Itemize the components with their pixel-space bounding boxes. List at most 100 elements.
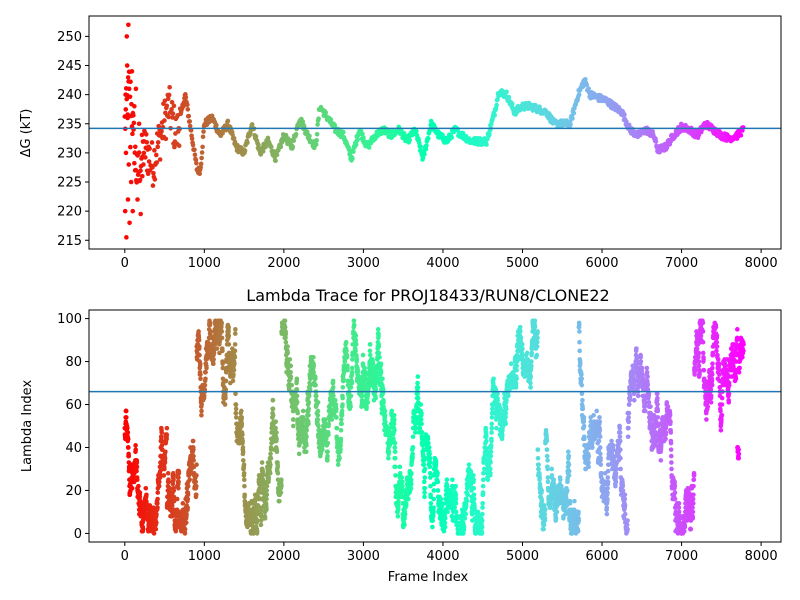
lambda-point [491, 376, 496, 382]
lambda-point [564, 503, 570, 508]
lambda-point [513, 385, 519, 390]
lambda-point [362, 374, 368, 379]
lambda-point [294, 387, 300, 392]
lambda-point [534, 344, 540, 349]
lambda-point [219, 320, 224, 326]
lambda-point [473, 531, 479, 536]
lambda-point [464, 498, 470, 504]
lambda-point [294, 393, 300, 399]
lambda-point [220, 365, 226, 371]
lambda-point [191, 453, 196, 459]
lambda-point [348, 404, 353, 409]
lambda-point [196, 337, 202, 343]
lambda-point [428, 483, 433, 489]
lambda-point [364, 404, 369, 409]
lambda-point [514, 363, 520, 369]
lambda-point [518, 335, 524, 341]
delta-g-point [157, 157, 163, 162]
delta-g-point [200, 134, 206, 140]
lambda-point [176, 485, 181, 491]
lambda-point [126, 445, 131, 450]
lambda-point [301, 419, 306, 425]
lambda-point [413, 421, 419, 427]
lambda-point [208, 329, 213, 334]
lambda-point [453, 492, 459, 498]
lambda-point [548, 503, 553, 508]
lambda-point [264, 483, 270, 489]
lambda-point [566, 453, 572, 459]
delta-g-point [124, 235, 129, 240]
lambda-point [402, 516, 407, 521]
lambda-point [400, 483, 405, 489]
delta-g-point [144, 139, 150, 145]
lambda-point [156, 479, 162, 485]
lambda-point [439, 501, 445, 506]
delta-g-point [341, 129, 346, 135]
lambda-point [190, 438, 196, 444]
lambda-point [223, 395, 228, 401]
lambda-axes: Lambda Trace for PROJ18433/RUN8/CLONE22 … [20, 286, 782, 585]
lambda-point [176, 479, 181, 485]
delta-g-point [171, 103, 177, 109]
lambda-point [226, 324, 231, 330]
lambda-point [532, 318, 538, 324]
lambda-point [528, 374, 534, 379]
delta-g-point [131, 113, 136, 118]
lambda-point [232, 354, 238, 360]
lambda-point [254, 528, 260, 534]
lambda-point [557, 477, 563, 483]
delta-g-point [124, 34, 130, 39]
lambda-point [581, 419, 587, 425]
lambda-point [267, 470, 273, 476]
lambda-point [339, 412, 345, 418]
delta-g-point [360, 131, 365, 137]
lambda-point [288, 363, 294, 369]
lambda-point [196, 329, 201, 334]
lambda-point [522, 374, 527, 379]
lambda-point [577, 348, 582, 354]
lambda-point [211, 357, 216, 362]
lambda-point [566, 462, 572, 467]
lambda-point [427, 455, 433, 461]
delta-g-point [186, 113, 192, 119]
lambda-point [549, 473, 555, 478]
lambda-point [428, 475, 433, 480]
lambda-point [155, 505, 160, 510]
lambda-point [203, 369, 208, 375]
delta-g-point [199, 150, 205, 155]
lambda-point [171, 477, 176, 483]
lambda-point [133, 447, 139, 452]
lambda-point [392, 449, 398, 455]
lambda-point [438, 496, 444, 502]
lambda-point [520, 346, 525, 351]
lambda-point [273, 425, 278, 431]
delta-g-point [586, 86, 591, 91]
lambda-point [133, 443, 138, 448]
lambda-point [427, 451, 432, 457]
lambda-point [495, 397, 500, 403]
lambda-point [303, 449, 309, 455]
delta-g-y-tick-label: 235 [57, 117, 82, 132]
lambda-point [375, 327, 381, 332]
delta-g-point [131, 120, 137, 126]
lambda-point [159, 438, 165, 444]
lambda-point [315, 408, 321, 414]
delta-g-point [260, 149, 266, 154]
lambda-point [353, 348, 358, 354]
lambda-point [306, 421, 311, 427]
lambda-point [430, 524, 435, 530]
lambda-point [520, 352, 525, 358]
lambda-point [273, 419, 279, 425]
delta-g-point [130, 131, 135, 137]
lambda-point [316, 423, 321, 429]
delta-g-point [269, 144, 274, 150]
lambda-point [422, 485, 428, 491]
delta-g-y-tick-label: 225 [57, 176, 82, 191]
lambda-point [353, 333, 359, 339]
lambda-point [283, 335, 288, 341]
lambda-point [322, 417, 328, 422]
delta-g-point [185, 102, 190, 107]
delta-g-y-tick-label: 240 [57, 88, 82, 103]
lambda-point [288, 374, 294, 379]
lambda-point [153, 526, 159, 532]
